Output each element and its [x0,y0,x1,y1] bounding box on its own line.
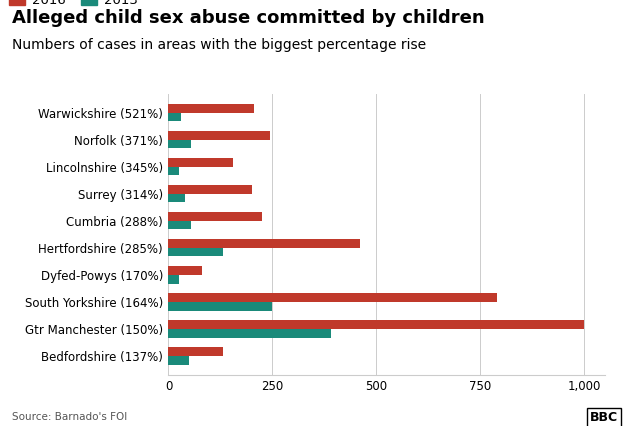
Bar [168,275,179,284]
Bar [168,356,189,365]
Bar [168,293,497,302]
Legend: 2016, 2013: 2016, 2013 [9,0,137,7]
Bar [168,167,179,176]
Bar [168,221,192,230]
Text: Alleged child sex abuse committed by children: Alleged child sex abuse committed by chi… [12,9,485,26]
Bar [168,248,223,256]
Bar [168,302,273,311]
Bar [168,266,202,275]
Text: BBC: BBC [590,411,618,424]
Bar [168,104,254,112]
Bar [168,212,262,221]
Bar [168,131,270,140]
Bar [168,320,585,329]
Bar [168,185,251,194]
Bar [168,194,185,202]
Bar [168,140,192,148]
Bar [168,329,331,337]
Bar [168,347,223,356]
Text: Source: Barnado's FOI: Source: Barnado's FOI [12,412,128,422]
Bar [168,158,233,167]
Bar [168,112,181,121]
Bar [168,239,360,248]
Text: Numbers of cases in areas with the biggest percentage rise: Numbers of cases in areas with the bigge… [12,38,427,52]
